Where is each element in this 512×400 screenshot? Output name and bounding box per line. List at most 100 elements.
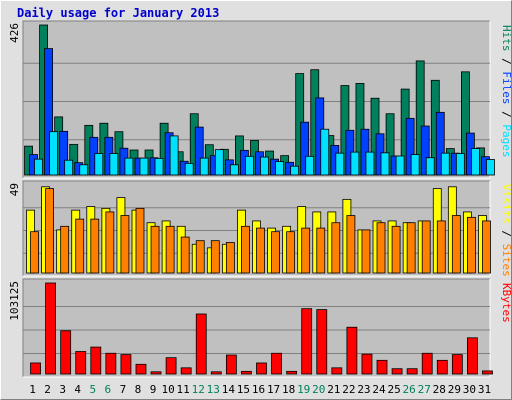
bar-pages-day-11: [184, 162, 194, 176]
bar-kbytes-day-27: [421, 352, 433, 375]
bar-pages-day-20: [320, 128, 330, 176]
plot-border-top: [22, 20, 490, 178]
x-tick-label: 4: [74, 383, 81, 396]
x-tick-label: 18: [282, 383, 295, 396]
bar-files-day-27: [420, 125, 430, 176]
x-tick-label: 24: [372, 383, 386, 396]
bar-hits-day-25: [385, 113, 395, 176]
bar-kbytes-day-20: [316, 309, 328, 375]
plot-border-light-bottom: [23, 279, 491, 378]
y-max-label-bottom: 103125: [8, 281, 21, 321]
bar-kbytes-day-16: [256, 362, 267, 375]
legend-middle: Visits / Sites: [500, 184, 512, 277]
bar-sites-day-5: [90, 218, 100, 274]
bar-files-day-3: [59, 130, 69, 176]
bar-pages-day-9: [154, 158, 164, 176]
x-tick-label: 2: [44, 383, 51, 396]
x-tick-label: 21: [327, 383, 340, 396]
x-tick-label: 11: [177, 383, 190, 396]
bar-sites-day-10: [165, 225, 175, 274]
bar-pages-day-17: [275, 161, 284, 176]
bar-kbytes-day-29: [451, 354, 463, 375]
y-max-label-middle: 49: [8, 183, 21, 196]
bar-pages-day-1: [34, 158, 43, 176]
bar-kbytes-day-30: [467, 337, 478, 375]
bar-pages-day-4: [79, 164, 89, 176]
x-tick-label: 8: [135, 383, 142, 396]
bar-sites-day-14: [225, 242, 235, 274]
bar-hits-day-27: [415, 60, 425, 176]
bar-sites-day-13: [210, 240, 220, 274]
bar-pages-day-2: [49, 131, 58, 176]
bar-pages-day-5: [94, 153, 104, 176]
x-tick-label: 19: [297, 383, 310, 396]
bar-sites-day-28: [436, 220, 446, 274]
legend-item: Sites: [500, 244, 512, 277]
bar-sites-day-9: [150, 225, 160, 274]
x-tick-label: 14: [222, 383, 236, 396]
bar-sites-day-18: [286, 231, 296, 274]
bar-sites-day-20: [316, 227, 326, 274]
bar-pages-day-27: [425, 157, 435, 176]
bar-sites-day-6: [105, 211, 115, 274]
chart-title: Daily usage for January 2013: [17, 6, 219, 20]
bar-kbytes-day-11: [180, 367, 192, 375]
bar-files-day-12: [194, 126, 204, 176]
bar-files-day-26: [405, 117, 415, 176]
bar-kbytes-day-4: [75, 351, 87, 375]
bar-pages-day-23: [365, 151, 375, 176]
legend-top: Hits / Files / Pages: [500, 25, 512, 158]
bar-sites-day-21: [331, 222, 341, 274]
bar-sites-day-3: [60, 225, 70, 274]
bar-kbytes-day-15: [241, 370, 252, 375]
bar-pages-day-12: [199, 157, 209, 176]
bar-kbytes-day-2: [45, 282, 56, 375]
bar-kbytes-day-24: [376, 359, 388, 375]
bar-pages-day-13: [214, 149, 224, 176]
bar-kbytes-day-7: [120, 354, 132, 375]
bar-files-day-28: [435, 111, 445, 176]
bar-sites-day-27: [421, 220, 431, 274]
legend-item: Hits: [500, 25, 512, 52]
bar-pages-day-24: [380, 152, 390, 176]
plot-border-light-middle: [23, 181, 491, 277]
bar-kbytes-day-22: [346, 326, 358, 375]
bar-kbytes-day-23: [361, 353, 373, 375]
x-tick-label: 13: [207, 383, 220, 396]
bar-pages-day-25: [395, 155, 405, 176]
x-tick-label: 15: [237, 383, 250, 396]
x-tick-label: 22: [342, 383, 355, 396]
x-tick-label: 20: [312, 383, 325, 396]
x-tick-label: 9: [150, 383, 157, 396]
bar-sites-day-15: [241, 225, 250, 274]
x-tick-label: 31: [478, 383, 491, 396]
bar-hits-day-4: [69, 143, 79, 176]
bar-pages-day-18: [290, 165, 300, 176]
x-tick-label: 28: [433, 383, 446, 396]
bar-pages-day-8: [139, 157, 149, 176]
bar-kbytes-day-14: [225, 354, 237, 375]
bar-kbytes-day-12: [195, 313, 207, 375]
bar-sites-day-12: [195, 240, 205, 274]
x-tick-label: 23: [357, 383, 370, 396]
bar-kbytes-day-9: [150, 371, 162, 375]
y-max-label-top: 426: [8, 23, 21, 43]
bar-pages-day-7: [124, 157, 134, 176]
x-tick-label: 7: [120, 383, 127, 396]
bar-kbytes-day-13: [210, 371, 222, 375]
bar-sites-day-17: [271, 231, 280, 274]
x-tick-label: 27: [418, 383, 431, 396]
bar-kbytes-day-5: [90, 346, 102, 375]
x-tick-label: 29: [448, 383, 461, 396]
bar-pages-day-6: [109, 153, 119, 176]
bar-sites-day-30: [467, 216, 476, 274]
bar-kbytes-day-1: [30, 362, 41, 375]
bar-sites-day-26: [406, 222, 416, 274]
bar-pages-day-3: [64, 159, 74, 176]
bar-hits-day-30: [461, 71, 470, 176]
bar-pages-day-10: [169, 135, 179, 176]
bar-sites-day-8: [135, 207, 145, 274]
bar-kbytes-day-6: [105, 352, 117, 375]
x-tick-label: 25: [387, 383, 400, 396]
